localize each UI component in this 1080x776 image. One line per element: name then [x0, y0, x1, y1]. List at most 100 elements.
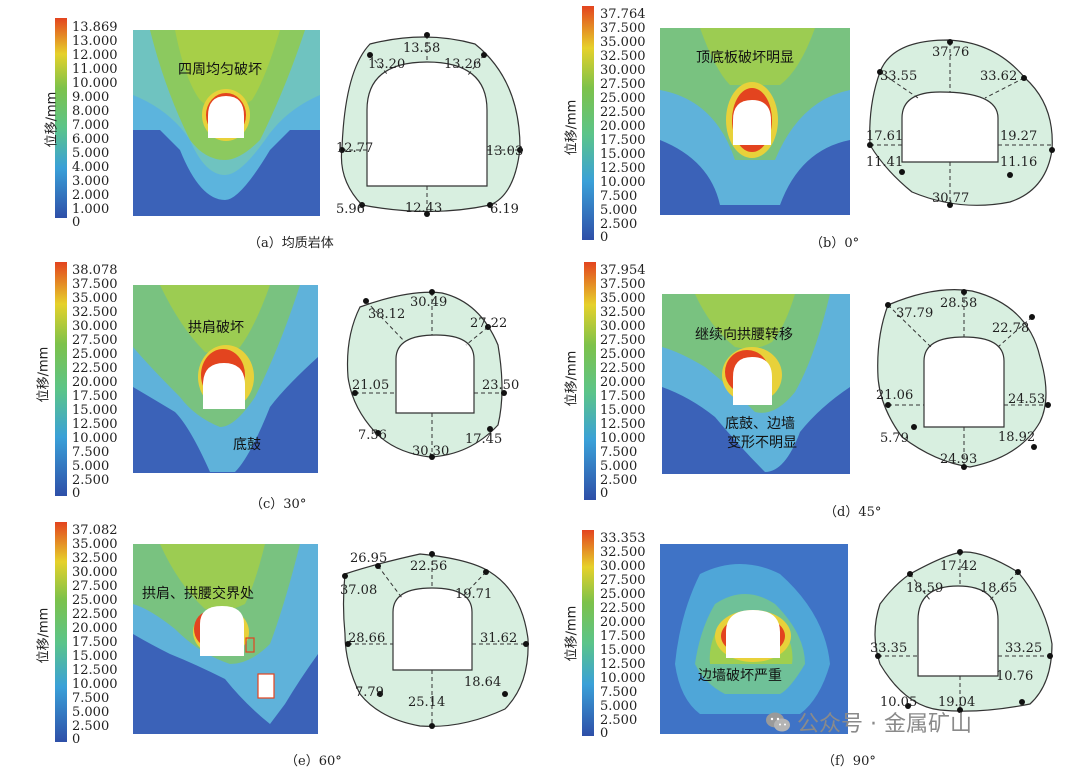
- tick: 7.500: [600, 445, 637, 460]
- legend-label: 位移/mm: [36, 607, 52, 664]
- profile-value: 19.04: [938, 695, 975, 710]
- profile-value: 22.78: [992, 321, 1029, 336]
- tick: 2.500: [600, 713, 637, 728]
- tick: 5.000: [72, 146, 109, 161]
- colorbar-ticks: 33.353 32.500 30.000 27.500 25.000 22.50…: [600, 531, 646, 741]
- tick: 37.082: [72, 523, 118, 538]
- tick: 13.000: [72, 34, 118, 49]
- tick: 27.500: [600, 333, 646, 348]
- tick: 12.500: [600, 161, 646, 176]
- annotation: 顶底板破坏明显: [696, 50, 794, 66]
- profile-value: 21.06: [876, 388, 913, 403]
- tick: 22.500: [72, 361, 118, 376]
- tick: 27.500: [600, 77, 646, 92]
- colorbar: [55, 262, 67, 496]
- annotation: 边墙破坏严重: [698, 668, 782, 684]
- contour-map: [133, 30, 320, 216]
- panel-d: 位移/mm 37.954 37.500 35.000 32.500 30.000…: [540, 257, 1080, 520]
- tick: 35.000: [72, 537, 118, 552]
- colorbar-ticks: 37.082 35.000 32.500 30.000 27.500 25.00…: [72, 523, 118, 747]
- tick: 35.000: [600, 291, 646, 306]
- tick: 7.500: [72, 691, 109, 706]
- tick: 7.500: [72, 445, 109, 460]
- tick: 10.000: [600, 671, 646, 686]
- panel-caption: （f）90°: [822, 754, 876, 769]
- tick: 2.500: [72, 719, 109, 734]
- tick: 30.000: [600, 319, 646, 334]
- tick: 20.000: [72, 375, 118, 390]
- tick: 5.000: [72, 705, 109, 720]
- tick: 5.000: [72, 459, 109, 474]
- tick: 32.500: [600, 305, 646, 320]
- contour-map: [133, 544, 318, 734]
- tick: 38.078: [72, 263, 118, 278]
- profile-value: 21.05: [352, 378, 389, 393]
- tick: 11.000: [72, 62, 118, 77]
- tick: 30.000: [600, 559, 646, 574]
- tick: 27.500: [72, 333, 118, 348]
- colorbar-ticks: 37.954 37.500 35.000 32.500 30.000 27.50…: [600, 263, 646, 501]
- tick: 9.000: [72, 90, 109, 105]
- panel-a: 位移/mm 13.869 13.000 12.000 11.000 10.000…: [0, 0, 540, 257]
- legend-label: 位移/mm: [564, 350, 580, 407]
- profile-value: 5.79: [880, 431, 909, 446]
- profile-value: 19.27: [1000, 129, 1037, 144]
- tick: 5.000: [600, 699, 637, 714]
- tick: 12.500: [72, 417, 118, 432]
- profile-value: 33.25: [1005, 641, 1042, 656]
- profile-value: 30.49: [410, 295, 447, 310]
- annotation: 继续向拱腰转移: [695, 326, 793, 343]
- tick: 4.000: [72, 160, 109, 175]
- tick: 0: [600, 230, 608, 245]
- profile-value: 18.59: [906, 581, 943, 596]
- colorbar-ticks: 38.078 37.500 35.000 32.500 30.000 27.50…: [72, 263, 118, 501]
- tick: 17.500: [600, 133, 646, 148]
- wechat-icon: [766, 712, 790, 732]
- profile-value: 7.56: [358, 428, 387, 443]
- panel-b: 位移/mm 37.764 37.500 35.000 32.500 30.000…: [540, 0, 1080, 257]
- tick: 37.500: [600, 21, 646, 36]
- profile-value: 13.20: [368, 57, 405, 72]
- panel-caption: （a）均质岩体: [248, 236, 334, 251]
- profile-value: 38.12: [368, 307, 405, 322]
- profile-value: 18.92: [998, 430, 1035, 445]
- panel-c: 位移/mm 38.078 37.500 35.000 32.500 30.000…: [0, 257, 540, 514]
- profile-value: 17.42: [940, 559, 977, 574]
- tick: 15.000: [600, 147, 646, 162]
- tick: 33.353: [600, 531, 646, 546]
- displacement-profile: [867, 39, 1055, 208]
- tick: 30.000: [600, 63, 646, 78]
- tick: 32.500: [72, 305, 118, 320]
- tick: 25.000: [72, 347, 118, 362]
- profile-value: 18.65: [980, 581, 1017, 596]
- tick: 8.000: [72, 104, 109, 119]
- panel-e: 位移/mm 37.082 35.000 32.500 30.000 27.500…: [0, 514, 540, 771]
- profile-value: 18.64: [464, 675, 501, 690]
- tick: 15.000: [600, 403, 646, 418]
- tick: 35.000: [600, 35, 646, 50]
- tick: 17.500: [72, 389, 118, 404]
- tick: 25.000: [600, 587, 646, 602]
- profile-value: 7.79: [355, 685, 384, 700]
- tick: 35.000: [72, 291, 118, 306]
- annotation: 拱肩、拱腰交界处: [142, 585, 254, 602]
- tick: 37.500: [600, 277, 646, 292]
- profile-value: 31.62: [480, 631, 517, 646]
- colorbar: [582, 6, 594, 240]
- tick: 0: [600, 486, 608, 501]
- profile-value: 37.76: [932, 45, 969, 60]
- panel-b-figure: 37.764 37.500 35.000 32.500 30.000 27.50…: [582, 6, 1055, 245]
- displacement-profile: [877, 289, 1051, 470]
- watermark-text: 公众号 · 金属矿山: [797, 712, 972, 737]
- displacement-profile: [346, 289, 507, 460]
- profile-value: 10.05: [880, 695, 917, 710]
- profile-value: 11.16: [1000, 155, 1037, 170]
- profile-value: 11.41: [866, 155, 903, 170]
- profile-value: 27.22: [470, 316, 507, 331]
- tick: 20.000: [600, 615, 646, 630]
- profile-value: 30.30: [412, 444, 449, 459]
- colorbar: [55, 522, 67, 742]
- tick: 15.000: [72, 403, 118, 418]
- tick: 0: [72, 215, 80, 230]
- tick: 7.000: [72, 118, 109, 133]
